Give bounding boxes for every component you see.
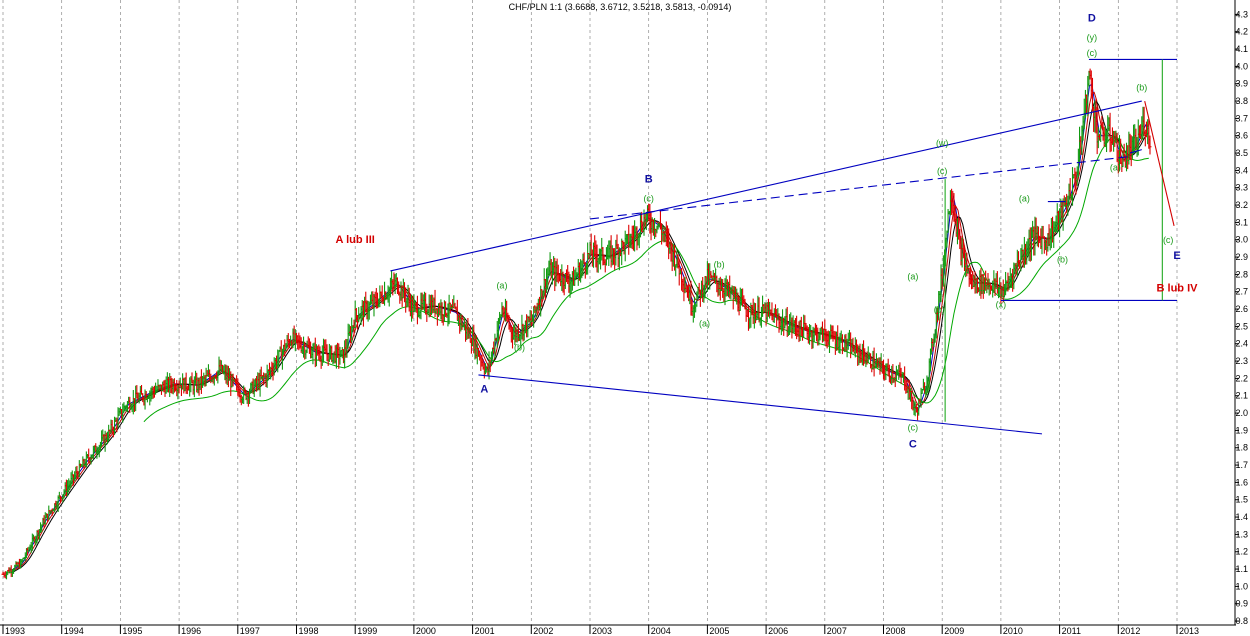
wave-label: (y) xyxy=(1087,32,1098,42)
wave-label: B lub IV xyxy=(1157,283,1199,295)
y-tick-label: 1.6 xyxy=(1235,477,1248,487)
x-tick-label: 2012 xyxy=(1120,626,1140,636)
wave-label: (b) xyxy=(1136,83,1147,93)
wave-label: (c) xyxy=(1087,48,1098,58)
y-tick-label: 3.3 xyxy=(1235,183,1248,193)
y-tick-label: 2.8 xyxy=(1235,269,1248,279)
price-bars xyxy=(1,68,1152,580)
moving-average-line xyxy=(143,135,1149,423)
y-tick-label: 2.4 xyxy=(1235,339,1248,349)
wave-label: (a) xyxy=(1110,162,1121,172)
wave-label: (w) xyxy=(936,138,949,148)
y-tick-label: 3.0 xyxy=(1235,235,1248,245)
y-tick-label: 2.5 xyxy=(1235,321,1248,331)
wave-label: C xyxy=(909,439,917,451)
trendline xyxy=(1129,149,1142,154)
y-tick-label: 1.1 xyxy=(1235,564,1248,574)
y-tick-label: 3.7 xyxy=(1235,113,1248,123)
y-tick-label: 4.2 xyxy=(1235,27,1248,37)
y-tick-label: 3.1 xyxy=(1235,217,1248,227)
y-tick-label: 1.8 xyxy=(1235,443,1248,453)
wave-label: A xyxy=(480,383,488,395)
trendline xyxy=(390,100,1142,272)
x-tick-label: 2007 xyxy=(827,626,847,636)
wave-label: (b) xyxy=(514,343,525,353)
x-tick-label: 2006 xyxy=(768,626,788,636)
y-tick-label: 4.3 xyxy=(1235,9,1248,19)
x-tick-label: 2005 xyxy=(709,626,729,636)
y-tick-label: 3.2 xyxy=(1235,200,1248,210)
x-tick-label: 2009 xyxy=(944,626,964,636)
y-tick-label: 2.3 xyxy=(1235,356,1248,366)
y-tick-label: 3.5 xyxy=(1235,148,1248,158)
x-tick-label: 2001 xyxy=(475,626,495,636)
wave-label: (a) xyxy=(907,272,918,282)
y-tick-label: 1.0 xyxy=(1235,581,1248,591)
x-tick-label: 1995 xyxy=(122,626,142,636)
x-tick-label: 2010 xyxy=(1003,626,1023,636)
wave-label: (c) xyxy=(937,166,948,176)
y-tick-label: 1.3 xyxy=(1235,529,1248,539)
y-tick-label: 1.5 xyxy=(1235,495,1248,505)
x-tick-label: 1998 xyxy=(299,626,319,636)
y-tick-label: 2.0 xyxy=(1235,408,1248,418)
y-tick-label: 3.6 xyxy=(1235,131,1248,141)
wave-label: (c) xyxy=(908,422,919,432)
wave-label: (c) xyxy=(1163,235,1174,245)
wave-label: (b) xyxy=(714,259,725,269)
wave-label: (b) xyxy=(1057,254,1068,264)
y-tick-label: 1.2 xyxy=(1235,547,1248,557)
y-tick-label: 2.7 xyxy=(1235,287,1248,297)
wave-label: (a) xyxy=(496,280,507,290)
x-tick-label: 1996 xyxy=(181,626,201,636)
y-tick-label: 2.6 xyxy=(1235,304,1248,314)
y-tick-label: 2.2 xyxy=(1235,373,1248,383)
x-tick-label: 1993 xyxy=(5,626,25,636)
wave-label: A lub III xyxy=(336,234,375,246)
y-tick-label: 1.7 xyxy=(1235,460,1248,470)
y-tick-label: 3.8 xyxy=(1235,96,1248,106)
y-tick-label: 2.1 xyxy=(1235,391,1248,401)
trendlines xyxy=(390,58,1177,435)
wave-label: (x) xyxy=(996,299,1007,309)
wave-label: (a) xyxy=(699,318,710,328)
y-tick-label: 3.4 xyxy=(1235,165,1248,175)
wave-label: E xyxy=(1173,250,1180,262)
x-tick-label: 1997 xyxy=(240,626,260,636)
wave-label: (a) xyxy=(1019,194,1030,204)
wave-annotations: A lub III B (c) A (a) (b) (b) (a) (c) C (a) (w) (c) (… xyxy=(336,12,1199,450)
y-tick-label: 0.8 xyxy=(1235,616,1248,626)
x-tick-label: 2000 xyxy=(416,626,436,636)
trendline xyxy=(589,155,1131,220)
wave-label: B xyxy=(645,174,653,186)
wave-label: (c) xyxy=(643,194,654,204)
wave-label: D xyxy=(1088,12,1096,24)
x-tick-label: 2002 xyxy=(533,626,553,636)
y-tick-label: 2.9 xyxy=(1235,252,1248,262)
wave-label: (b) xyxy=(934,305,945,315)
y-tick-label: 4.0 xyxy=(1235,61,1248,71)
x-tick-label: 2004 xyxy=(651,626,671,636)
x-tick-label: 2011 xyxy=(1062,626,1081,636)
y-tick-label: 4.1 xyxy=(1235,44,1248,54)
x-tick-label: 1994 xyxy=(64,626,84,636)
chart-title: CHF/PLN 1:1 (3.6688, 3.6712, 3.5218, 3.5… xyxy=(509,2,732,12)
trendline xyxy=(478,374,1043,435)
y-tick-label: 1.4 xyxy=(1235,512,1248,522)
y-tick-label: 1.9 xyxy=(1235,425,1248,435)
x-tick-label: 2003 xyxy=(592,626,612,636)
x-tick-label: 2008 xyxy=(886,626,906,636)
y-tick-label: 3.9 xyxy=(1235,79,1248,89)
x-tick-label: 2013 xyxy=(1179,626,1199,636)
trendline xyxy=(1144,100,1175,226)
x-tick-label: 1999 xyxy=(357,626,377,636)
y-tick-label: 0.9 xyxy=(1235,599,1248,609)
